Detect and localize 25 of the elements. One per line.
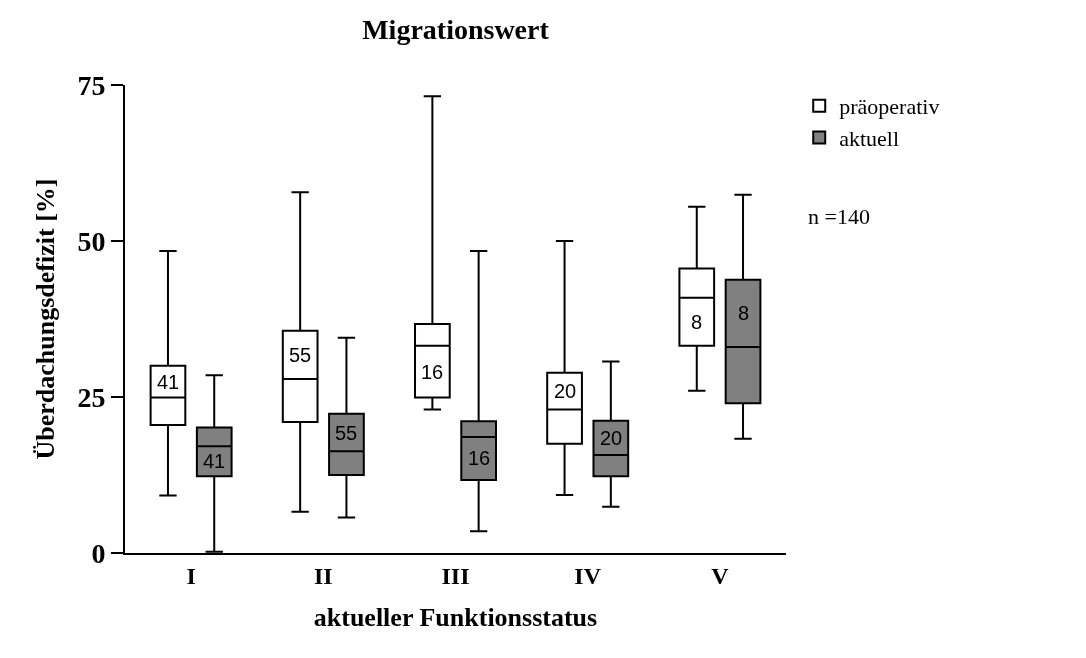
- text: 20: [600, 427, 623, 449]
- x-tick-label: III: [441, 562, 470, 589]
- text: 55: [289, 344, 312, 366]
- y-tick-label: 50: [77, 225, 106, 257]
- legend-label: aktuell: [839, 125, 900, 151]
- y-tick-label: 25: [77, 381, 106, 413]
- y-axis-title: Überdachungsdefizit [%]: [31, 178, 61, 460]
- x-axis-title: aktueller Funktionsstatus: [313, 603, 598, 632]
- y-tick-label: 75: [77, 69, 106, 101]
- x-tick-label: V: [711, 562, 730, 589]
- text: 55: [335, 422, 358, 444]
- text: 16: [421, 361, 444, 383]
- text: 41: [157, 371, 180, 393]
- text: 8: [738, 302, 750, 324]
- text: 20: [554, 380, 577, 402]
- y-tick-label: 0: [91, 537, 106, 569]
- x-tick-label: IV: [574, 562, 602, 589]
- text: n =140: [808, 204, 870, 229]
- text: 16: [468, 447, 491, 469]
- x-tick-label: II: [313, 562, 333, 589]
- x-tick-label: I: [186, 562, 196, 589]
- text: 41: [203, 450, 226, 472]
- chart-title: Migrationswert: [362, 14, 550, 46]
- text: 8: [691, 311, 703, 333]
- legend-label: präoperativ: [839, 94, 940, 120]
